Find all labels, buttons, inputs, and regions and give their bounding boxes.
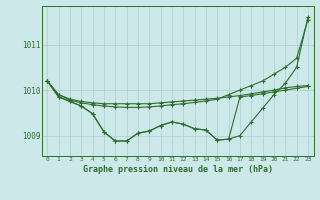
X-axis label: Graphe pression niveau de la mer (hPa): Graphe pression niveau de la mer (hPa) [83,165,273,174]
